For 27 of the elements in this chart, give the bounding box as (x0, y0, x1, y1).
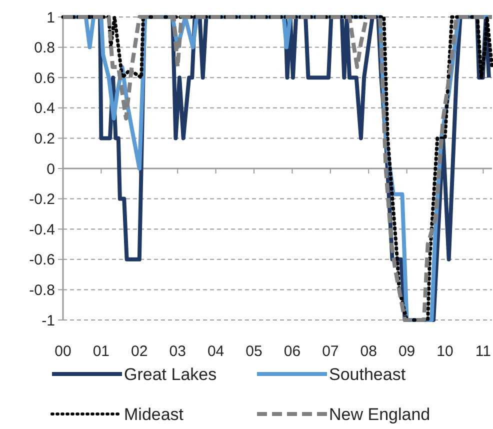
y-tick-label: -0.6 (29, 252, 55, 269)
legend-label: Mideast (124, 404, 184, 424)
legend-label: New England (329, 404, 430, 424)
x-tick-label: 10 (436, 343, 454, 360)
x-tick-label: 03 (169, 343, 186, 360)
x-tick-label: 02 (131, 343, 148, 360)
x-tick-label: 04 (207, 343, 224, 360)
y-tick-label: -0.4 (29, 221, 55, 238)
y-tick-label: -0.2 (29, 191, 55, 208)
y-tick-label: -1 (42, 312, 55, 330)
y-tick-label: 1 (46, 9, 55, 26)
x-tick-label: 07 (322, 343, 339, 360)
y-tick-label: 0.2 (34, 130, 55, 148)
x-tick-label: 05 (246, 343, 262, 360)
y-tick-label: -0.8 (29, 282, 55, 299)
legend-label: Great Lakes (124, 364, 217, 384)
x-tick-label: 11 (475, 343, 492, 360)
x-tick-label: 01 (92, 343, 110, 360)
y-tick-label: 0 (46, 160, 55, 178)
y-tick-label: 0.4 (34, 100, 55, 118)
x-tick-label: 06 (284, 343, 301, 360)
legend-label: Southeast (329, 364, 406, 384)
y-tick-label: 0.8 (34, 40, 55, 57)
y-tick-label: 0.6 (34, 70, 55, 87)
x-tick-label: 09 (398, 343, 416, 360)
x-tick-label: 00 (54, 343, 72, 360)
x-tick-label: 08 (360, 343, 377, 360)
